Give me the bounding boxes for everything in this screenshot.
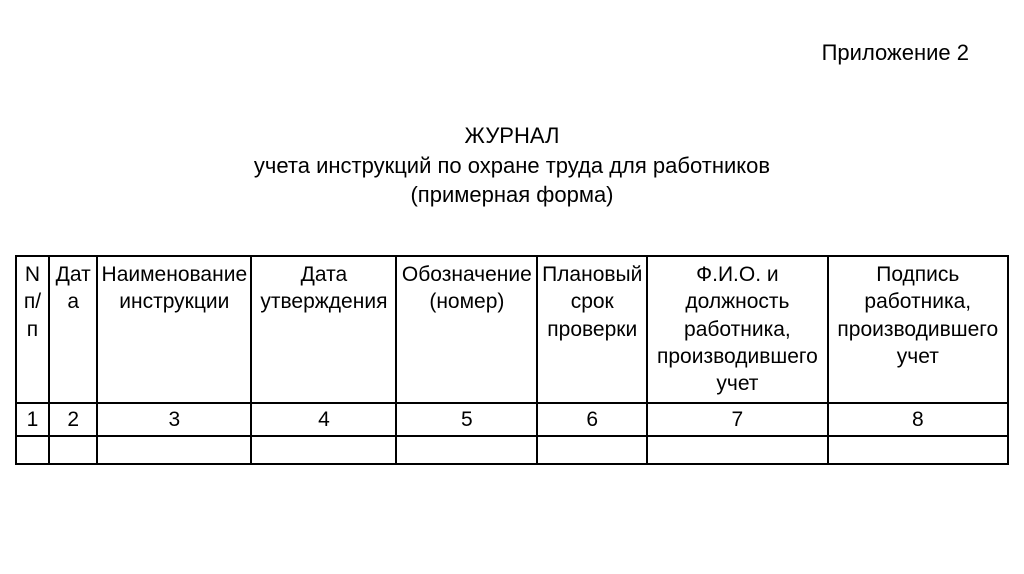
header-cell: Ф.И.О. и должность работника, производив… <box>647 256 827 402</box>
number-cell: 8 <box>828 403 1008 436</box>
number-cell: 6 <box>537 403 647 436</box>
number-cell: 4 <box>251 403 396 436</box>
title-line-2: учета инструкций по охране труда для раб… <box>15 151 1009 181</box>
data-cell <box>396 436 537 464</box>
table-number-row: 1 2 3 4 5 6 7 8 <box>16 403 1008 436</box>
title-line-1: ЖУРНАЛ <box>15 121 1009 151</box>
header-cell: Плановый срок проверки <box>537 256 647 402</box>
table-header-row: N п/п Дата Наименование инструкции Дата … <box>16 256 1008 402</box>
data-cell <box>537 436 647 464</box>
data-cell <box>97 436 251 464</box>
data-cell <box>49 436 97 464</box>
number-cell: 1 <box>16 403 49 436</box>
number-cell: 7 <box>647 403 827 436</box>
header-cell: Подпись работника, производившего учет <box>828 256 1008 402</box>
header-cell: Обозначение (номер) <box>396 256 537 402</box>
table-data-row <box>16 436 1008 464</box>
data-cell <box>828 436 1008 464</box>
header-cell: Дата утверждения <box>251 256 396 402</box>
header-cell: N п/п <box>16 256 49 402</box>
data-cell <box>251 436 396 464</box>
document-title: ЖУРНАЛ учета инструкций по охране труда … <box>15 121 1009 210</box>
data-cell <box>647 436 827 464</box>
journal-table: N п/п Дата Наименование инструкции Дата … <box>15 255 1009 465</box>
data-cell <box>16 436 49 464</box>
number-cell: 5 <box>396 403 537 436</box>
number-cell: 2 <box>49 403 97 436</box>
header-cell: Дата <box>49 256 97 402</box>
number-cell: 3 <box>97 403 251 436</box>
header-cell: Наименование инструкции <box>97 256 251 402</box>
title-line-3: (примерная форма) <box>15 180 1009 210</box>
appendix-label: Приложение 2 <box>15 40 969 66</box>
